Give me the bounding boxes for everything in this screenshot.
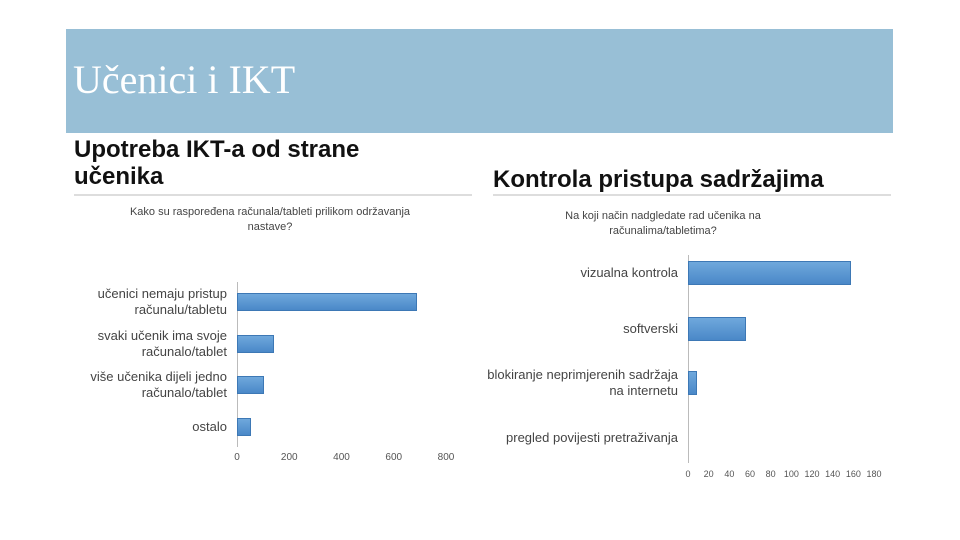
x-tick-label: 800	[437, 452, 455, 463]
chart-heading: Upotreba IKT-a od strane učenika	[74, 136, 360, 190]
category-label: svaki učenik ima svoje računalo/tablet	[97, 328, 227, 359]
category-label: više učenika dijeli jedno računalo/table…	[90, 369, 227, 400]
category-label: pregled povijesti pretraživanja	[506, 430, 678, 445]
x-tick-label: 140	[825, 469, 841, 479]
x-tick-label: 60	[744, 469, 756, 479]
chart-heading: Kontrola pristupa sadržajima	[493, 166, 824, 193]
chart-title: Na koji način nadgledate rad učenika na …	[565, 210, 761, 237]
category-label: ostalo	[192, 419, 227, 434]
bar	[688, 371, 698, 395]
x-tick-label: 20	[703, 469, 714, 479]
x-tick-label: 40	[724, 469, 735, 479]
x-tick-label: 0	[685, 469, 691, 479]
x-tick-label: 180	[866, 469, 882, 479]
x-tick-label: 200	[280, 452, 298, 463]
slide-title: Učenici i IKT	[73, 57, 296, 102]
divider	[493, 194, 891, 196]
category-label: blokiranje neprimjerenih sadržaja na int…	[487, 367, 678, 398]
x-tick-label: 120	[804, 469, 820, 479]
x-tick-label: 400	[333, 452, 350, 463]
category-label: učenici nemaju pristup računalu/tabletu	[97, 286, 227, 317]
bar	[688, 317, 746, 341]
category-label: softverski	[623, 321, 678, 336]
x-tick-label: 160	[845, 469, 861, 479]
bar	[237, 376, 265, 394]
divider	[74, 194, 472, 196]
x-tick-label: 100	[783, 469, 799, 479]
x-tick-label: 0	[234, 452, 240, 463]
bar	[237, 418, 252, 436]
x-tick-label: 80	[765, 469, 776, 479]
axis-line	[688, 255, 689, 463]
category-label: vizualna kontrola	[580, 265, 678, 280]
bar	[237, 293, 418, 311]
bar	[237, 335, 274, 353]
chart-title: Kako su raspoređena računala/tableti pri…	[129, 206, 411, 233]
header-band	[66, 29, 893, 133]
axis-line	[237, 282, 238, 447]
x-tick-label: 600	[385, 452, 403, 463]
bar	[688, 261, 852, 285]
